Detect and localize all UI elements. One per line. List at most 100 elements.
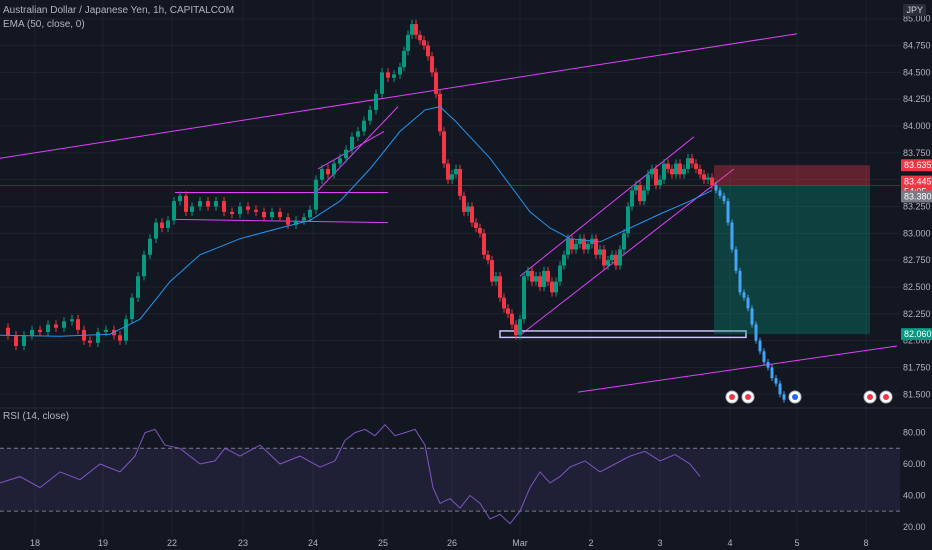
time-tick-label: 19 — [98, 538, 108, 548]
stop-loss-zone — [714, 165, 870, 186]
candle-body — [308, 209, 312, 218]
price-tick-label: 82.500 — [903, 282, 931, 292]
price-marker-box — [901, 159, 932, 172]
candle-body — [650, 168, 654, 175]
price-tick-label: 81.750 — [903, 362, 931, 372]
candle-body — [446, 163, 450, 180]
candle-body — [294, 220, 298, 225]
candle-body — [22, 335, 26, 346]
projection-bar — [730, 222, 734, 250]
drawings — [0, 33, 900, 393]
candle-body — [88, 340, 92, 343]
candle-body — [606, 260, 610, 266]
candle-body — [430, 56, 434, 73]
ema-legend[interactable]: EMA (50, close, 0) — [3, 19, 85, 30]
candle-body — [558, 265, 562, 282]
candle-body — [332, 163, 336, 175]
candle-body — [386, 72, 390, 78]
time-tick-label: 26 — [447, 538, 457, 548]
candle-body — [326, 168, 330, 175]
candle-body — [380, 72, 384, 94]
candle-body — [442, 131, 446, 164]
rsi-band-fill — [0, 448, 900, 512]
candle-body — [522, 276, 526, 320]
candle-body — [626, 206, 630, 234]
candle-body — [350, 136, 354, 150]
candle-body — [518, 319, 522, 336]
candle-body — [30, 329, 34, 336]
candle-body — [686, 158, 690, 169]
candle-body — [418, 34, 422, 41]
take-profit-zone — [714, 185, 870, 335]
candle-body — [702, 174, 706, 180]
candle-body — [278, 211, 282, 218]
candle-body — [104, 329, 108, 333]
candle-body — [478, 227, 482, 234]
candle-body — [54, 324, 58, 328]
symbol-title[interactable]: Australian Dollar / Japanese Yen, 1h, CA… — [3, 5, 235, 16]
candle-body — [542, 270, 546, 287]
price-marker-label: 83.445 — [904, 177, 932, 187]
event-icons[interactable] — [725, 390, 893, 404]
rsi-panel — [0, 423, 900, 525]
candle-body — [706, 177, 710, 180]
candle-body — [526, 270, 530, 277]
candle-body — [466, 206, 470, 212]
candle-body — [184, 195, 188, 212]
candle-body — [550, 281, 554, 293]
channel-lower-line — [519, 168, 735, 336]
candle-body — [618, 249, 622, 266]
projection-bar — [782, 394, 786, 400]
candle-body — [570, 238, 574, 250]
candle-body — [510, 313, 514, 325]
price-tick-label: 83.750 — [903, 148, 931, 158]
projection-bar — [774, 378, 778, 384]
ema-line — [0, 106, 713, 337]
candle-body — [646, 174, 650, 191]
candle-body — [422, 40, 426, 46]
candle-body — [14, 335, 18, 346]
projection-bar — [738, 270, 742, 293]
candle-body — [602, 249, 606, 266]
candle-body — [124, 319, 128, 341]
candle-body — [262, 211, 266, 218]
candle-body — [710, 177, 714, 186]
candles — [6, 19, 786, 403]
price-tick-label: 82.000 — [903, 336, 931, 346]
candle-body — [578, 238, 582, 245]
event-flag-dot — [729, 394, 735, 400]
rsi-legend[interactable]: RSI (14, close) — [3, 411, 70, 422]
price-tick-label: 83.000 — [903, 228, 931, 238]
candle-body — [534, 276, 538, 282]
candle-body — [356, 131, 360, 137]
candle-body — [410, 24, 414, 35]
candle-body — [190, 206, 194, 212]
candle-body — [574, 244, 578, 250]
candle-body — [118, 335, 122, 341]
candle-body — [614, 254, 618, 266]
candle-body — [438, 93, 442, 132]
projection-bar — [714, 185, 718, 191]
price-tick-label: 84.000 — [903, 121, 931, 131]
candle-body — [514, 324, 518, 336]
candle-body — [270, 211, 274, 218]
price-axis[interactable]: 85.00084.75084.50084.25084.00083.75083.5… — [903, 14, 931, 532]
price-marker-label: 83.635 — [904, 160, 932, 170]
time-axis[interactable]: 18 19 22 23 24 25 26 Mar 2 3 4 5 8 — [30, 538, 869, 548]
candle-body — [586, 244, 590, 250]
candle-body — [470, 206, 474, 223]
candle-body — [130, 297, 134, 320]
candle-body — [670, 168, 674, 175]
currency-badge[interactable]: JPY — [903, 4, 926, 16]
candle-body — [96, 332, 100, 343]
candle-body — [286, 217, 290, 225]
candle-body — [682, 168, 686, 175]
candle-body — [344, 149, 348, 159]
candle-body — [254, 209, 258, 212]
candle-body — [238, 206, 242, 215]
candle-body — [610, 254, 614, 261]
candle-body — [450, 174, 454, 180]
time-tick-label: 4 — [727, 538, 732, 548]
